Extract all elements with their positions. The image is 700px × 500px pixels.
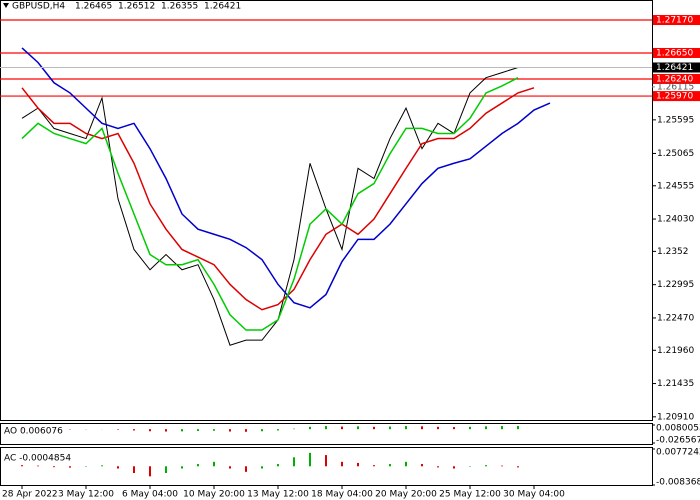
moving-average: [21, 77, 519, 331]
y-tick-label: 1.22470: [657, 313, 694, 323]
symbol-icon: [3, 3, 9, 8]
ao-frame: [0, 423, 653, 445]
x-tick-label: 13 May 12:00: [247, 490, 309, 500]
level-label: 1.25970: [656, 92, 693, 102]
y-tick-label: -0.008368: [656, 478, 700, 488]
price-marker-label: 1.26115: [657, 82, 694, 92]
x-tick-label: 28 Apr 2022: [2, 490, 58, 500]
level-label-box: [653, 15, 700, 26]
last-price-box: [653, 62, 700, 73]
y-tick-label: 0.0077242: [656, 448, 700, 458]
ac-frame: [0, 447, 653, 486]
high: 1.26512: [118, 2, 155, 12]
x-tick-label: 25 May 12:00: [439, 490, 501, 500]
symbol: GBPUSD,H4: [12, 2, 65, 12]
level-label: 1.27170: [656, 16, 693, 26]
level-label: 1.26650: [656, 48, 693, 58]
ac-title: AC -0.0004854: [4, 454, 71, 464]
open: 1.26465: [75, 2, 112, 12]
y-tick-label: -0.026567: [656, 436, 700, 446]
y-tick-label: 0.0080053: [656, 424, 700, 434]
x-tick-label: 3 May 12:00: [58, 490, 114, 500]
price-line: [21, 67, 519, 346]
y-tick-label: 1.25595: [657, 115, 694, 125]
level-label-box: [653, 91, 700, 102]
y-tick-label: 1.21435: [657, 379, 694, 389]
x-tick-label: 20 May 20:00: [375, 490, 437, 500]
low: 1.26355: [161, 2, 198, 12]
close: 1.26421: [204, 2, 241, 12]
y-tick-label: 1.24555: [657, 181, 694, 191]
moving-average: [21, 87, 535, 311]
last-price-label: 1.26421: [656, 63, 693, 73]
x-tick-label: 30 May 04:00: [503, 490, 565, 500]
level-label-box: [653, 73, 700, 84]
x-tick-label: 6 May 04:00: [122, 490, 178, 500]
y-tick-label: 1.24030: [657, 215, 694, 225]
y-tick-label: 1.25065: [657, 149, 694, 159]
x-tick-label: 10 May 20:00: [183, 490, 245, 500]
level-label: 1.26240: [656, 74, 693, 84]
moving-average: [21, 47, 551, 309]
y-tick-label: 1.22995: [657, 280, 694, 290]
level-label-box: [653, 47, 700, 58]
y-tick-label: 1.21960: [657, 346, 694, 356]
y-tick-label: 1.20910: [657, 412, 694, 422]
main-frame: [0, 0, 653, 421]
y-tick-label: 1.2352: [657, 247, 689, 257]
x-tick-label: 18 May 04:00: [311, 490, 373, 500]
ao-title: AO 0.006076: [4, 427, 63, 437]
